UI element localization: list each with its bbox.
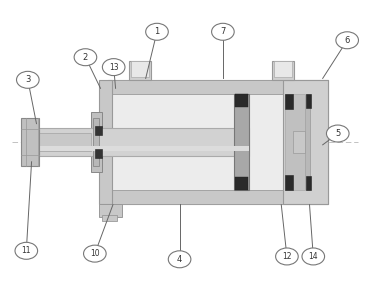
Bar: [131, 61, 149, 77]
Bar: [99, 204, 122, 217]
Text: 2: 2: [83, 53, 88, 62]
Circle shape: [146, 23, 168, 40]
Circle shape: [168, 251, 191, 268]
Bar: [91, 112, 102, 172]
Bar: [108, 80, 328, 204]
Bar: [283, 80, 328, 204]
Bar: [95, 149, 102, 158]
Circle shape: [276, 248, 298, 265]
Bar: [285, 94, 310, 190]
Bar: [306, 176, 311, 190]
Circle shape: [336, 32, 358, 49]
Text: 11: 11: [22, 246, 31, 255]
Bar: [234, 94, 249, 190]
Text: 6: 6: [344, 36, 350, 45]
Text: 10: 10: [90, 249, 100, 258]
Bar: [112, 190, 283, 204]
Bar: [235, 177, 248, 190]
Bar: [22, 118, 39, 166]
Bar: [112, 94, 283, 190]
Text: 1: 1: [154, 27, 160, 36]
Circle shape: [84, 245, 106, 262]
Text: 3: 3: [25, 75, 31, 84]
Circle shape: [17, 71, 39, 88]
Text: 4: 4: [177, 255, 182, 264]
Bar: [112, 80, 283, 94]
Bar: [293, 131, 305, 153]
Bar: [39, 128, 249, 156]
Bar: [305, 95, 310, 189]
Bar: [306, 94, 311, 108]
Bar: [102, 216, 118, 221]
Bar: [129, 61, 151, 80]
Text: 13: 13: [109, 62, 118, 72]
Circle shape: [327, 125, 349, 142]
Circle shape: [212, 23, 234, 40]
Bar: [93, 118, 99, 166]
Text: 12: 12: [282, 252, 292, 261]
Text: 7: 7: [220, 27, 226, 36]
Text: 14: 14: [308, 252, 318, 261]
Bar: [274, 61, 292, 77]
Circle shape: [74, 49, 97, 66]
Bar: [285, 174, 293, 190]
Circle shape: [302, 248, 325, 265]
Text: 5: 5: [335, 129, 340, 138]
Bar: [39, 133, 91, 151]
Circle shape: [15, 242, 37, 259]
Bar: [272, 61, 294, 80]
Circle shape: [102, 59, 125, 76]
Bar: [99, 80, 112, 204]
Bar: [285, 94, 293, 110]
Bar: [235, 94, 248, 107]
Bar: [39, 146, 249, 151]
Bar: [95, 126, 102, 135]
